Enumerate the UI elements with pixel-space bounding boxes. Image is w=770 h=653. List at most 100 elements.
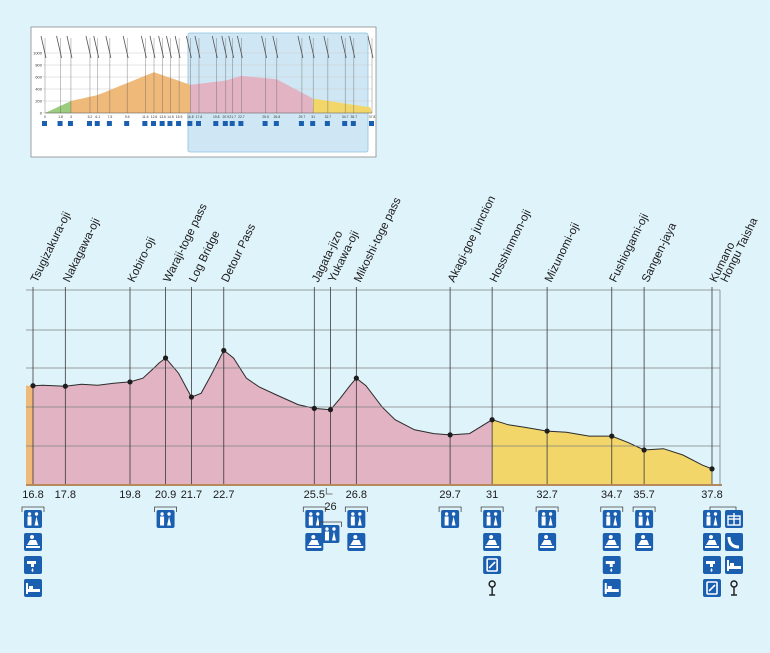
rest-area-icon	[347, 533, 366, 551]
toilet-figure	[358, 512, 362, 516]
overview-label-mark	[272, 35, 279, 59]
rest-bench	[540, 546, 555, 548]
rest-figure	[709, 535, 713, 539]
waypoint-dot	[544, 428, 550, 434]
overview-tick-label: 12.6	[151, 115, 158, 119]
bus-stop-sign	[730, 580, 738, 588]
overview-label-mark	[228, 35, 235, 59]
toilet-figure	[34, 512, 39, 516]
rest-figure	[350, 540, 362, 545]
waypoint-label: Mikoshi-toge pass	[352, 196, 404, 285]
overview-tick-label: 31	[311, 115, 315, 119]
toilet-figure	[308, 516, 313, 526]
overview-facility-mark	[42, 121, 47, 126]
overview-label-mark	[85, 35, 92, 59]
toilet-figure	[451, 512, 456, 516]
accommodation-icon	[602, 579, 621, 597]
overview-facility-mark	[369, 121, 374, 126]
toilet-icon	[602, 510, 621, 528]
rest-bench	[349, 546, 364, 548]
overview-facility-mark	[324, 121, 330, 126]
bus-stop-icon	[488, 580, 496, 596]
toilet-figure	[486, 516, 491, 526]
overview-facility-mark	[229, 121, 235, 126]
rest-figure	[544, 535, 549, 539]
waypoint-label: Detour Pass	[220, 222, 259, 284]
phone-icon	[725, 533, 743, 551]
profile-baseline	[26, 484, 722, 486]
overview-tick-label: 14.5	[167, 115, 174, 119]
profile-start-band	[26, 385, 33, 484]
rest-area-icon	[538, 533, 557, 551]
overview-tick-label: 15.5	[176, 115, 183, 119]
facility-bracket	[438, 506, 462, 512]
overview-tick-label: 9.5	[125, 115, 130, 119]
toilet-figure	[160, 516, 165, 526]
toilet-figure	[357, 516, 362, 526]
overview-tick-label: 29.7	[299, 115, 306, 119]
bed-frame	[26, 589, 40, 592]
distance-labels: 16.8 17.8 19.8 20.9 21.7 22.7 25.526 26.8 29.7 31…	[22, 488, 723, 513]
distance-label: 26	[324, 501, 336, 513]
rest-figure	[541, 540, 553, 545]
toilet-figure	[486, 512, 491, 516]
rest-area-icon	[483, 533, 502, 551]
toilet-icon-bg	[24, 510, 42, 528]
toilet-figure	[451, 516, 456, 526]
overview-segment-3	[190, 75, 314, 113]
rest-area-icon	[305, 533, 324, 551]
overview-label-mark	[185, 35, 192, 59]
facility-bracket	[709, 506, 737, 512]
overview-label-mark	[297, 35, 304, 59]
toilet-icon-bg	[483, 510, 502, 528]
rest-area-icon	[602, 533, 621, 551]
toilet-figure	[444, 516, 449, 526]
waypoint-dot	[311, 405, 317, 411]
water-tap	[31, 564, 34, 567]
phone-icon-bg	[725, 533, 743, 551]
toilet-figure	[613, 512, 617, 516]
overview-tick-label: 25.5	[262, 115, 269, 119]
overview-tick-label: 5.2	[88, 115, 93, 119]
rest-figure	[641, 535, 646, 539]
facility-bracket	[480, 506, 504, 512]
water-drop	[610, 568, 613, 572]
toilet-figure	[34, 516, 39, 526]
waypoint-dot	[489, 417, 495, 423]
distance-label: 19.8	[119, 489, 140, 501]
overview-label-mark	[308, 35, 315, 59]
bus-stop-icon	[730, 580, 738, 596]
waypoint-dot	[62, 383, 68, 389]
distance-label: 37.8	[701, 489, 722, 501]
waypoint-dot	[30, 383, 36, 389]
rest-bench	[26, 546, 40, 548]
toilet-figure	[645, 512, 650, 516]
accommodation-icon	[24, 579, 42, 597]
toilet-figure	[160, 512, 164, 516]
toilet-figure	[706, 516, 711, 526]
bed-pillow	[29, 586, 33, 589]
toilet-figure	[315, 516, 320, 526]
waypoint-dot	[188, 394, 195, 400]
vending-body	[486, 558, 498, 572]
overview-label-mark	[93, 35, 100, 59]
overview-tick-label: 32.7	[325, 115, 332, 119]
overview-label-mark	[105, 35, 112, 59]
toilet-icon-bg	[635, 510, 654, 528]
overview-facility-mark	[342, 121, 348, 126]
toilet-icon	[305, 510, 324, 528]
profile-outline	[32, 349, 713, 470]
toilet-icon	[156, 510, 175, 528]
rest-figure	[353, 535, 358, 539]
toilet-figure	[713, 512, 718, 516]
overview-segment-2	[70, 72, 191, 113]
overview-label-mark	[174, 35, 181, 59]
toilet-icon-bg	[538, 510, 557, 528]
distance-label: 26.8	[346, 489, 367, 501]
toilet-icon-bg	[305, 510, 324, 528]
overview-label-mark	[66, 35, 73, 59]
overview-tick-label: 20.9	[222, 115, 229, 119]
bed-frame	[727, 566, 741, 569]
